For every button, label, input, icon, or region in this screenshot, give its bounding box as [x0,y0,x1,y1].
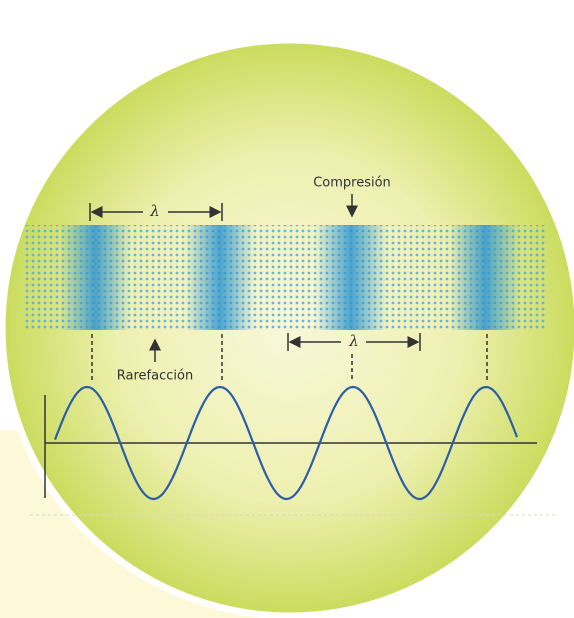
lambda-label: λ [149,202,160,220]
medium-band [25,225,545,330]
diagram: λ λ Compresión Rarefacción [0,0,574,618]
compression-label: Compresión [313,176,391,191]
rarefaction-label: Rarefacción [117,369,193,384]
lambda-label: λ [348,332,359,350]
